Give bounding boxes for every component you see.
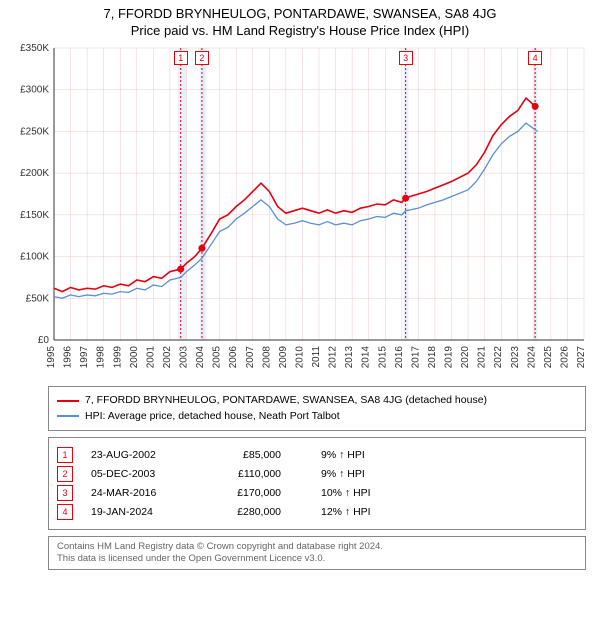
title-block: 7, FFORDD BRYNHEULOG, PONTARDAWE, SWANSE… [8,6,592,40]
svg-text:1998: 1998 [96,345,107,368]
price-chart-svg: £0 £50K £100K £150K £200K £250K £300K £350K 1995… [8,40,592,380]
svg-text:2026: 2026 [559,345,570,368]
event-date: 19-JAN-2024 [91,506,201,518]
chart-area: £0 £50K £100K £150K £200K £250K £300K £350K 1995… [8,40,592,380]
event-marker: 2 [57,466,73,482]
footer-line-2: This data is licensed under the Open Gov… [57,553,577,565]
svg-text:2015: 2015 [377,345,388,368]
svg-text:2023: 2023 [510,345,521,368]
legend-row-hpi: HPI: Average price, detached house, Neat… [57,409,577,425]
svg-text:2019: 2019 [444,345,455,368]
svg-text:1999: 1999 [112,345,123,368]
events-table: 123-AUG-2002£85,0009% ↑ HPI205-DEC-2003£… [48,437,586,530]
event-marker: 3 [57,485,73,501]
svg-text:£50K: £50K [26,293,50,304]
event-change: 9% ↑ HPI [321,449,365,461]
event-row: 3 24-MAR-2016£170,000 10% ↑ HPI [57,485,577,501]
svg-text:2024: 2024 [526,345,537,368]
svg-text:2007: 2007 [245,345,256,368]
sale-marker-2: 2 [195,51,209,65]
svg-text:2014: 2014 [361,345,372,368]
legend-label-property: 7, FFORDD BRYNHEULOG, PONTARDAWE, SWANSE… [85,393,487,409]
svg-text:2012: 2012 [328,345,339,368]
svg-text:£250K: £250K [20,126,49,137]
event-date: 24-MAR-2016 [91,487,201,499]
title-line-1: 7, FFORDD BRYNHEULOG, PONTARDAWE, SWANSE… [8,6,592,23]
svg-text:1995: 1995 [46,345,57,368]
svg-text:2005: 2005 [212,345,223,368]
svg-text:2009: 2009 [278,345,289,368]
svg-text:2018: 2018 [427,345,438,368]
svg-text:2004: 2004 [195,345,206,368]
title-line-2: Price paid vs. HM Land Registry's House … [8,23,592,40]
footer: Contains HM Land Registry data © Crown c… [48,536,586,570]
svg-text:2027: 2027 [576,345,587,368]
event-change: 12% ↑ HPI [321,506,371,518]
event-marker: 4 [57,504,73,520]
event-row: 2 05-DEC-2003£110,000 9% ↑ HPI [57,466,577,482]
svg-text:1996: 1996 [63,345,74,368]
svg-text:2016: 2016 [394,345,405,368]
legend-label-hpi: HPI: Average price, detached house, Neat… [85,409,340,425]
svg-text:2003: 2003 [179,345,190,368]
svg-text:£100K: £100K [20,251,49,262]
svg-text:2022: 2022 [493,345,504,368]
svg-text:2021: 2021 [477,345,488,368]
event-date: 23-AUG-2002 [91,449,201,461]
sale-marker-3: 3 [399,51,413,65]
series-property [54,98,538,292]
event-row: 1 23-AUG-2002£85,000 9% ↑ HPI [57,447,577,463]
svg-text:2025: 2025 [543,345,554,368]
legend-row-property: 7, FFORDD BRYNHEULOG, PONTARDAWE, SWANSE… [57,393,577,409]
event-price: £280,000 [201,506,281,518]
svg-text:£350K: £350K [20,43,49,54]
svg-text:1997: 1997 [79,345,90,368]
svg-text:2013: 2013 [344,345,355,368]
event-date: 05-DEC-2003 [91,468,201,480]
chart-container: 7, FFORDD BRYNHEULOG, PONTARDAWE, SWANSE… [0,0,600,620]
svg-text:2010: 2010 [294,345,305,368]
svg-text:2017: 2017 [410,345,421,368]
event-price: £170,000 [201,487,281,499]
legend: 7, FFORDD BRYNHEULOG, PONTARDAWE, SWANSE… [48,386,586,432]
event-marker: 1 [57,447,73,463]
sale-marker-1: 1 [174,51,188,65]
legend-swatch-property [57,400,79,402]
legend-swatch-hpi [57,415,79,417]
event-change: 10% ↑ HPI [321,487,371,499]
svg-text:2006: 2006 [228,345,239,368]
svg-text:£300K: £300K [20,84,49,95]
event-row: 4 19-JAN-2024£280,000 12% ↑ HPI [57,504,577,520]
svg-text:2008: 2008 [261,345,272,368]
sale-marker-4: 4 [528,51,542,65]
svg-text:2002: 2002 [162,345,173,368]
svg-text:£200K: £200K [20,168,49,179]
svg-text:2020: 2020 [460,345,471,368]
event-change: 9% ↑ HPI [321,468,365,480]
event-price: £110,000 [201,468,281,480]
svg-text:£150K: £150K [20,210,49,221]
footer-line-1: Contains HM Land Registry data © Crown c… [57,541,577,553]
event-price: £85,000 [201,449,281,461]
svg-text:£0: £0 [38,335,50,346]
svg-text:2011: 2011 [311,345,322,367]
svg-text:2000: 2000 [129,345,140,368]
svg-text:2001: 2001 [145,345,156,368]
